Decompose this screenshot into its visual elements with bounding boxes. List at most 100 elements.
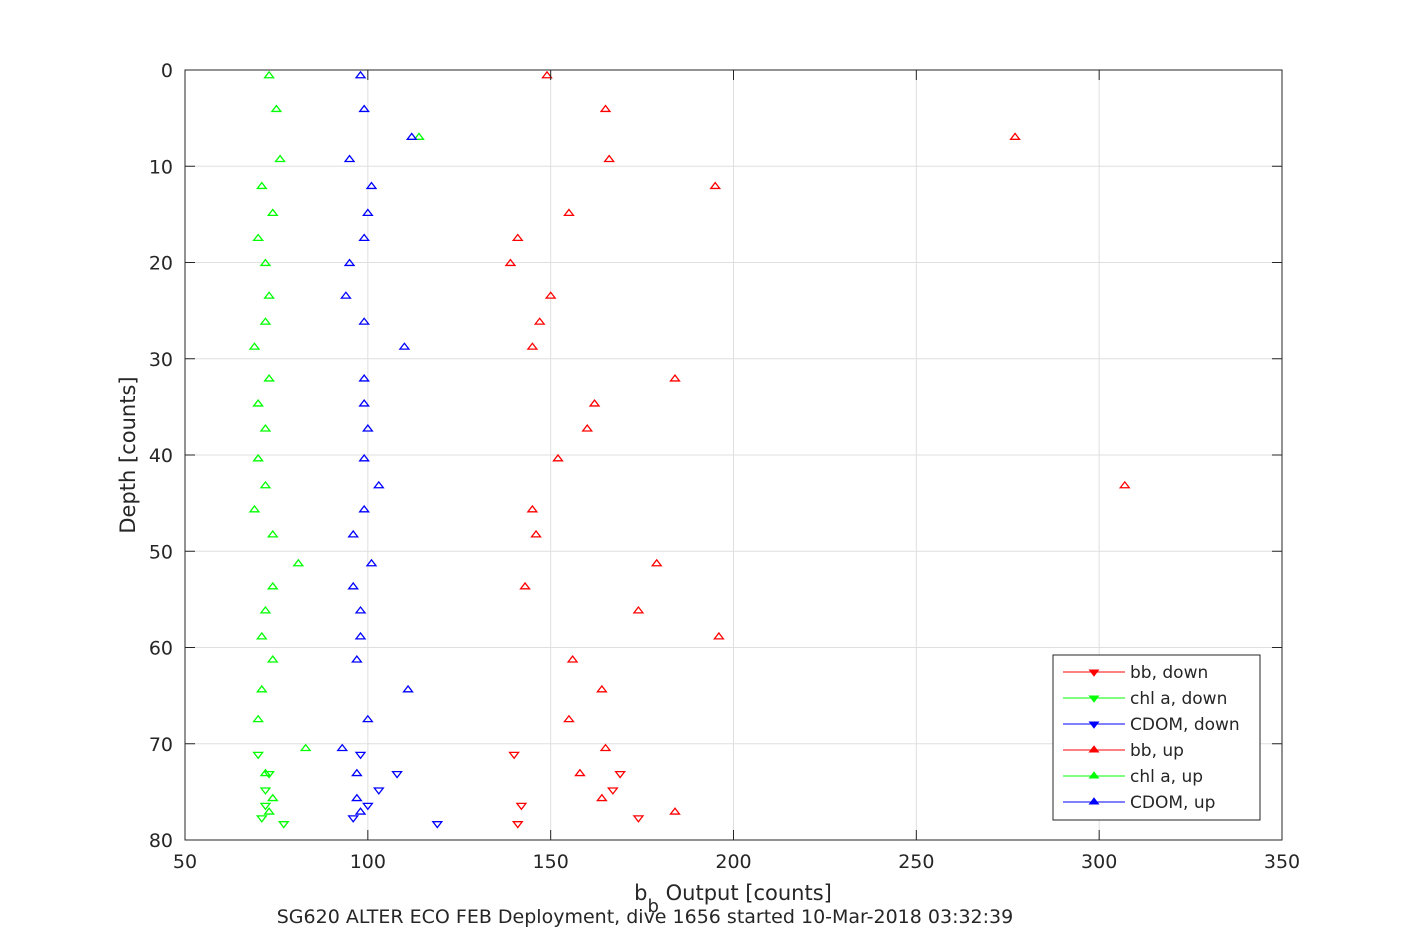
data-point	[544, 291, 557, 299]
x-tick-label: 300	[1081, 851, 1117, 873]
data-point	[274, 154, 286, 163]
data-point	[431, 821, 444, 829]
data-marks	[248, 70, 1131, 829]
x-axis-label: bb Output [counts]	[634, 881, 832, 917]
x-axis-label-rest: Output [counts]	[659, 881, 832, 905]
data-point	[351, 768, 363, 777]
data-point	[347, 581, 360, 590]
y-tick-label: 40	[149, 445, 173, 467]
legend-label: CDOM, down	[1130, 715, 1240, 735]
grid	[185, 70, 1282, 840]
data-point	[603, 154, 615, 163]
legend-marker	[1088, 797, 1100, 805]
data-point	[277, 821, 290, 829]
data-point	[526, 342, 539, 350]
series-2	[347, 751, 444, 829]
x-tick-label: 150	[533, 851, 569, 873]
data-point	[632, 605, 645, 614]
data-point	[533, 317, 546, 325]
data-point	[574, 768, 586, 777]
legend-marker	[1088, 745, 1100, 753]
data-point	[351, 793, 363, 802]
y-tick-label: 50	[149, 541, 173, 563]
legend-label: CDOM, up	[1130, 793, 1215, 813]
data-point	[248, 342, 261, 350]
data-point	[1009, 132, 1021, 140]
data-point	[263, 373, 275, 382]
y-tick-label: 20	[149, 253, 173, 275]
data-point	[372, 480, 385, 489]
data-point	[358, 373, 370, 382]
data-point	[599, 743, 612, 752]
data-point	[347, 815, 360, 823]
x-tick-label: 100	[350, 851, 386, 873]
data-point	[266, 208, 279, 217]
data-point	[599, 104, 612, 113]
data-point	[358, 399, 370, 407]
data-point	[266, 581, 279, 590]
data-point	[347, 529, 360, 538]
legend-marker	[1088, 695, 1100, 703]
data-point	[581, 424, 594, 432]
y-tick-label: 60	[149, 638, 173, 660]
y-tick-label: 10	[149, 156, 173, 178]
data-point	[266, 529, 279, 538]
data-point	[519, 581, 531, 590]
data-point	[362, 802, 374, 811]
data-point	[336, 743, 349, 752]
y-axis-label: Depth [counts]	[116, 376, 140, 533]
data-point	[255, 815, 268, 823]
data-point	[351, 655, 363, 663]
data-point	[358, 317, 370, 325]
data-point	[552, 453, 564, 462]
data-point	[563, 208, 575, 217]
data-point	[607, 787, 619, 795]
data-point	[650, 558, 663, 567]
legend-marker	[1088, 771, 1100, 779]
data-point	[588, 399, 601, 407]
data-point	[252, 751, 264, 760]
y-tick-label: 30	[149, 349, 173, 371]
x-tick-label: 350	[1264, 851, 1300, 873]
data-point	[343, 154, 356, 163]
data-point	[263, 70, 275, 79]
x-tick-label: 250	[898, 851, 934, 873]
legend-label: chl a, up	[1130, 767, 1203, 787]
data-point	[566, 655, 579, 663]
data-point	[563, 714, 575, 723]
y-tick-label: 80	[149, 830, 173, 852]
data-point	[354, 605, 367, 614]
data-point	[252, 233, 264, 242]
legend-marker	[1088, 721, 1100, 729]
series-3	[504, 70, 1131, 815]
data-point	[511, 821, 524, 829]
data-point	[252, 714, 264, 723]
data-point	[354, 751, 367, 760]
data-point	[259, 424, 272, 432]
legend: bb, down chl a, down CDOM, down bb, up chl a…	[1052, 654, 1261, 821]
data-point	[259, 787, 272, 795]
data-point	[299, 743, 312, 752]
data-point	[255, 684, 268, 693]
data-point	[362, 208, 374, 217]
data-point	[255, 631, 268, 640]
data-point	[541, 70, 553, 79]
data-point	[248, 504, 261, 513]
data-point	[252, 453, 264, 462]
data-point	[413, 132, 425, 140]
data-point	[263, 807, 275, 815]
data-point	[526, 504, 539, 513]
data-point	[259, 605, 272, 614]
x-axis-label-subscript: b	[648, 896, 659, 917]
data-point	[614, 770, 626, 779]
series-4	[248, 70, 425, 815]
data-point	[270, 104, 283, 113]
data-point	[340, 291, 352, 299]
data-point	[596, 684, 608, 693]
data-point	[252, 399, 264, 407]
data-point	[391, 770, 403, 779]
data-point	[398, 342, 411, 350]
data-point	[259, 258, 272, 267]
x-axis-label-main: b	[634, 881, 647, 905]
